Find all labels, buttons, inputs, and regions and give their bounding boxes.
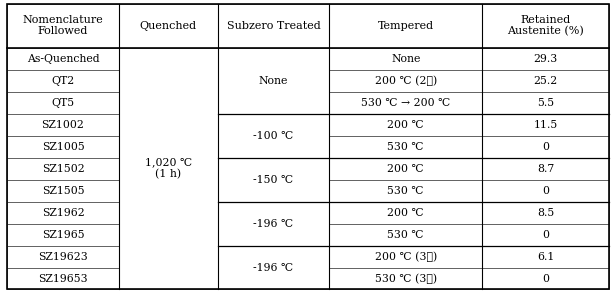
Bar [482, 246, 609, 268]
Bar [218, 48, 329, 114]
Text: 200 ℃ (3회): 200 ℃ (3회) [375, 251, 437, 262]
Bar [482, 224, 609, 246]
Bar [329, 136, 482, 158]
Text: -196 ℃: -196 ℃ [253, 219, 293, 229]
Bar [7, 158, 119, 180]
Bar [119, 4, 218, 48]
Text: 200 ℃ (2회): 200 ℃ (2회) [375, 76, 437, 86]
Text: 200 ℃: 200 ℃ [387, 208, 424, 218]
Text: SZ1002: SZ1002 [41, 120, 84, 130]
Bar [7, 70, 119, 92]
Text: 530 ℃: 530 ℃ [387, 229, 424, 240]
Text: SZ19653: SZ19653 [38, 273, 88, 284]
Bar [218, 114, 329, 158]
Text: QT2: QT2 [51, 76, 75, 86]
Text: SZ1965: SZ1965 [42, 229, 84, 240]
Bar [7, 114, 119, 136]
Bar [329, 224, 482, 246]
Text: 530 ℃: 530 ℃ [387, 186, 424, 196]
Text: 0: 0 [542, 273, 549, 284]
Bar [482, 114, 609, 136]
Text: -196 ℃: -196 ℃ [253, 263, 293, 272]
Text: 6.1: 6.1 [537, 251, 554, 262]
Text: None: None [259, 76, 288, 86]
Text: 0: 0 [542, 142, 549, 152]
Text: SZ1505: SZ1505 [42, 186, 84, 196]
Bar [329, 48, 482, 70]
Text: SZ1962: SZ1962 [42, 208, 84, 218]
Bar [218, 158, 329, 202]
Text: 25.2: 25.2 [533, 76, 557, 86]
Bar [218, 246, 329, 289]
Bar [482, 268, 609, 289]
Text: 530 ℃: 530 ℃ [387, 142, 424, 152]
Text: 29.3: 29.3 [533, 54, 557, 64]
Text: SZ19623: SZ19623 [38, 251, 88, 262]
Bar [329, 202, 482, 224]
Bar [7, 4, 119, 48]
Text: Retained
Austenite (%): Retained Austenite (%) [507, 15, 584, 37]
Bar [7, 48, 119, 70]
Text: 200 ℃: 200 ℃ [387, 164, 424, 174]
Bar [329, 4, 482, 48]
Bar [329, 268, 482, 289]
Bar [329, 114, 482, 136]
Text: 5.5: 5.5 [537, 98, 554, 108]
Bar [218, 4, 329, 48]
Text: 200 ℃: 200 ℃ [387, 120, 424, 130]
Bar [482, 136, 609, 158]
Bar [482, 202, 609, 224]
Bar [7, 246, 119, 268]
Bar [482, 4, 609, 48]
Text: -100 ℃: -100 ℃ [253, 131, 294, 141]
Text: 0: 0 [542, 229, 549, 240]
Text: SZ1502: SZ1502 [42, 164, 84, 174]
Bar [482, 92, 609, 114]
Text: -150 ℃: -150 ℃ [253, 175, 293, 185]
Text: Quenched: Quenched [140, 21, 197, 31]
Bar [482, 70, 609, 92]
Text: Subzero Treated: Subzero Treated [227, 21, 320, 31]
Bar [482, 48, 609, 70]
Text: 530 ℃ → 200 ℃: 530 ℃ → 200 ℃ [361, 98, 450, 108]
Bar [482, 180, 609, 202]
Bar [329, 70, 482, 92]
Bar [218, 202, 329, 246]
Bar [329, 180, 482, 202]
Text: As-Quenched: As-Quenched [26, 54, 99, 64]
Text: 8.7: 8.7 [537, 164, 554, 174]
Bar [329, 246, 482, 268]
Text: None: None [391, 54, 420, 64]
Text: 1,020 ℃
(1 h): 1,020 ℃ (1 h) [145, 158, 192, 180]
Bar [482, 158, 609, 180]
Text: 0: 0 [542, 186, 549, 196]
Text: Tempered: Tempered [378, 21, 434, 31]
Text: 11.5: 11.5 [533, 120, 557, 130]
Bar [119, 48, 218, 289]
Bar [7, 202, 119, 224]
Text: 8.5: 8.5 [537, 208, 554, 218]
Bar [329, 158, 482, 180]
Bar [329, 92, 482, 114]
Bar [7, 136, 119, 158]
Text: QT5: QT5 [52, 98, 75, 108]
Bar [7, 268, 119, 289]
Bar [7, 92, 119, 114]
Text: Nomenclature
Followed: Nomenclature Followed [23, 15, 103, 37]
Bar [7, 224, 119, 246]
Bar [7, 180, 119, 202]
Text: 530 ℃ (3회): 530 ℃ (3회) [375, 273, 437, 284]
Text: SZ1005: SZ1005 [42, 142, 84, 152]
